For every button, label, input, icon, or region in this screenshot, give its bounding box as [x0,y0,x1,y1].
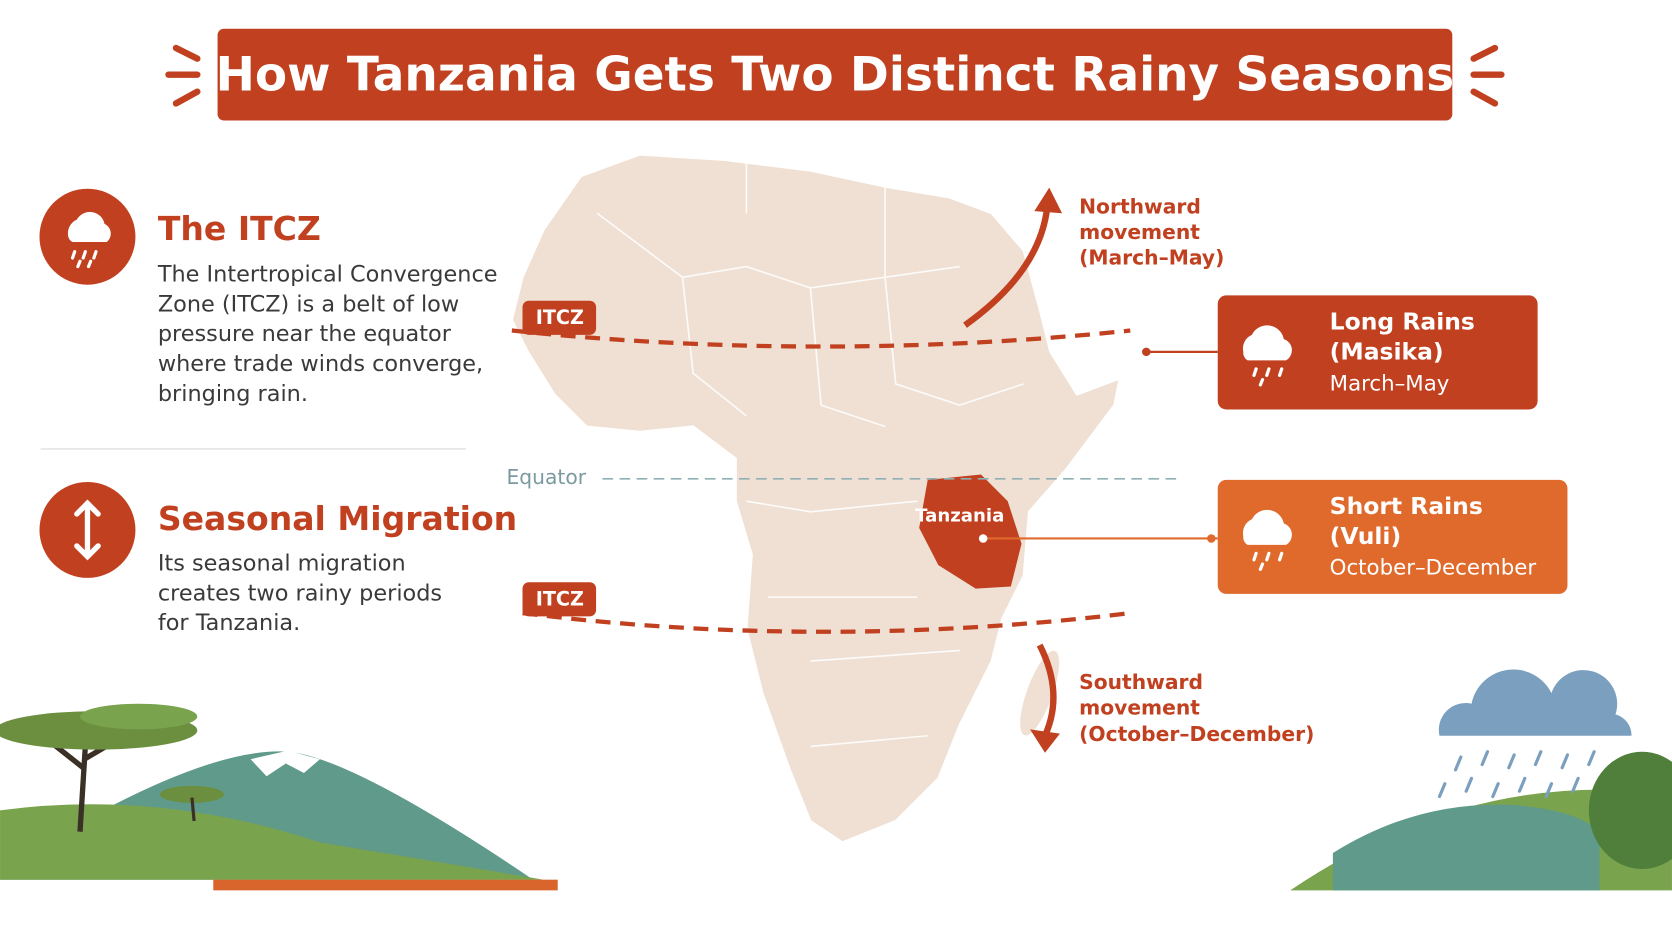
text-line: Long Rains [1330,307,1475,335]
migration-section: Seasonal Migration Its seasonal migratio… [39,481,517,636]
itcz-tag: ITCZ [522,582,597,617]
section-heading: The ITCZ [158,209,321,248]
equator-label: Equator [507,465,587,489]
landscape-right [1290,669,1672,891]
text-line: bringing rain. [158,381,308,407]
season-name: Short Rains (Vuli) [1330,492,1491,550]
season-name: Long Rains (Masika) [1330,307,1483,365]
section-heading: Seasonal Migration [158,499,517,538]
text-line: movement [1079,695,1200,719]
landscape-left [0,703,558,891]
itcz-tag: ITCZ [522,300,597,335]
text-line: movement [1079,220,1200,244]
text-line: for Tanzania. [158,610,300,636]
text-line: The Intertropical Convergence [157,262,498,288]
northward-arrow [963,187,1063,328]
season-card: Long Rains (Masika) March–May [1142,295,1538,410]
text-line: (March–May) [1079,245,1224,269]
itcz-section: The ITCZ The Intertropical Convergence Z… [39,188,505,407]
section-text: The Intertropical Convergence Zone (ITCZ… [157,262,505,407]
itcz-label: ITCZ [536,306,584,329]
text-line: Short Rains [1330,492,1483,520]
text-line: pressure near the equator [158,321,452,347]
title: How Tanzania Gets Two Distinct Rainy Sea… [216,48,1455,103]
season-card: Short Rains (Vuli) October–December [978,479,1568,594]
season-period: March–May [1330,371,1450,396]
country-label: Tanzania [915,505,1004,526]
text-line: creates two rainy periods [158,580,442,606]
itcz-label: ITCZ [536,588,584,611]
southward-arrow [1030,643,1060,753]
title-banner: How Tanzania Gets Two Distinct Rainy Sea… [165,28,1505,121]
text-line: Zone (ITCZ) is a belt of low [158,291,459,317]
text-line: (Vuli) [1330,522,1401,550]
section-text: Its seasonal migration creates two rainy… [158,550,449,636]
text-line: Southward [1079,670,1203,694]
movement-label: Northward movement (March–May) [1079,194,1224,269]
text-line: where trade winds converge, [158,351,483,377]
text-line: Northward [1079,194,1201,218]
itcz-lines [511,328,1131,634]
text-line: (October–December) [1079,722,1314,746]
season-period: October–December [1330,556,1537,581]
text-line: Its seasonal migration [158,550,406,576]
movement-label: Southward movement (October–December) [1079,670,1314,746]
text-line: (Masika) [1330,337,1444,365]
